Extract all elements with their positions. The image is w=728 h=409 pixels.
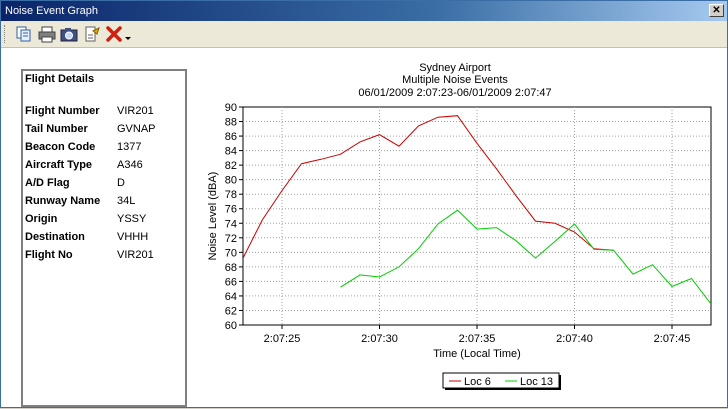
- y-tick-label: 64: [225, 291, 237, 303]
- y-tick-label: 74: [225, 218, 237, 230]
- flight-detail-value: YSSY: [117, 213, 147, 225]
- chart-title: Sydney Airport: [419, 62, 491, 74]
- y-tick-label: 78: [225, 189, 237, 201]
- flight-detail-label: Origin: [25, 213, 58, 225]
- flight-detail-value: A346: [117, 159, 143, 171]
- close-button[interactable]: ✕: [709, 4, 724, 17]
- x-axis-label: Time (Local Time): [433, 348, 521, 360]
- legend-entry: Loc 6: [464, 376, 491, 388]
- y-tick-label: 68: [225, 262, 237, 274]
- flight-details-panel: Flight Details Flight Number VIR201 Tail N…: [21, 69, 187, 407]
- flight-detail-label: A/D Flag: [25, 177, 70, 189]
- x-tick-label: 2:07:25: [264, 333, 301, 345]
- flight-detail-label: Destination: [25, 231, 85, 243]
- dropdown-arrow-icon[interactable]: [123, 25, 133, 43]
- y-tick-label: 60: [225, 320, 237, 332]
- y-tick-label: 76: [225, 204, 237, 216]
- series-line-loc-6: [243, 115, 614, 259]
- y-tick-label: 62: [225, 305, 237, 317]
- legend: [442, 372, 560, 389]
- y-tick-label: 82: [225, 160, 237, 172]
- y-tick-label: 90: [225, 102, 237, 114]
- flight-detail-value: 1377: [117, 141, 142, 153]
- flight-detail-label: Runway Name: [25, 195, 101, 207]
- y-tick-label: 72: [225, 233, 237, 245]
- y-axis-label: Noise Level (dBA): [207, 172, 219, 261]
- chart-range-label: 06/01/2009 2:07:23-06/01/2009 2:07:47: [358, 87, 551, 99]
- flight-detail-label: Flight No: [25, 249, 73, 261]
- flight-detail-value: VIR201: [117, 249, 154, 261]
- print-icon[interactable]: [38, 25, 56, 43]
- window-title: Noise Event Graph: [5, 5, 98, 17]
- camera-icon[interactable]: [60, 25, 78, 43]
- flight-detail-label: Aircraft Type: [25, 159, 93, 171]
- toolbar-grip[interactable]: [4, 25, 8, 43]
- flight-detail-value: 34L: [117, 195, 136, 207]
- legend-entry: Loc 13: [520, 376, 553, 388]
- flight-detail-value: VIR201: [117, 105, 154, 117]
- x-tick-label: 2:07:30: [361, 333, 398, 345]
- toolbar: [1, 21, 727, 48]
- y-tick-label: 88: [225, 117, 237, 129]
- y-tick-label: 66: [225, 276, 237, 288]
- copy-icon[interactable]: [15, 25, 33, 43]
- y-tick-label: 70: [225, 247, 237, 259]
- flight-detail-value: VHHH: [117, 231, 149, 243]
- x-tick-label: 2:07:45: [654, 333, 691, 345]
- flight-detail-value: GVNAP: [117, 123, 156, 135]
- chart-subtitle: Multiple Noise Events: [402, 74, 508, 86]
- series-line-loc-13: [340, 209, 711, 305]
- flight-detail-label: Flight Number: [25, 105, 100, 117]
- y-tick-label: 86: [225, 131, 237, 143]
- x-tick-label: 2:07:40: [556, 333, 593, 345]
- y-tick-label: 80: [225, 175, 237, 187]
- y-tick-label: 84: [225, 146, 237, 158]
- flight-details-heading: Flight Details: [25, 73, 95, 85]
- flight-info-icon[interactable]: [83, 25, 101, 43]
- flight-detail-label: Beacon Code: [25, 141, 96, 153]
- flight-detail-label: Tail Number: [25, 123, 88, 135]
- flight-detail-value: D: [117, 177, 125, 189]
- x-tick-label: 2:07:35: [459, 333, 496, 345]
- title-bar[interactable]: Noise Event Graph ✕: [1, 1, 727, 21]
- delete-icon[interactable]: [105, 25, 123, 43]
